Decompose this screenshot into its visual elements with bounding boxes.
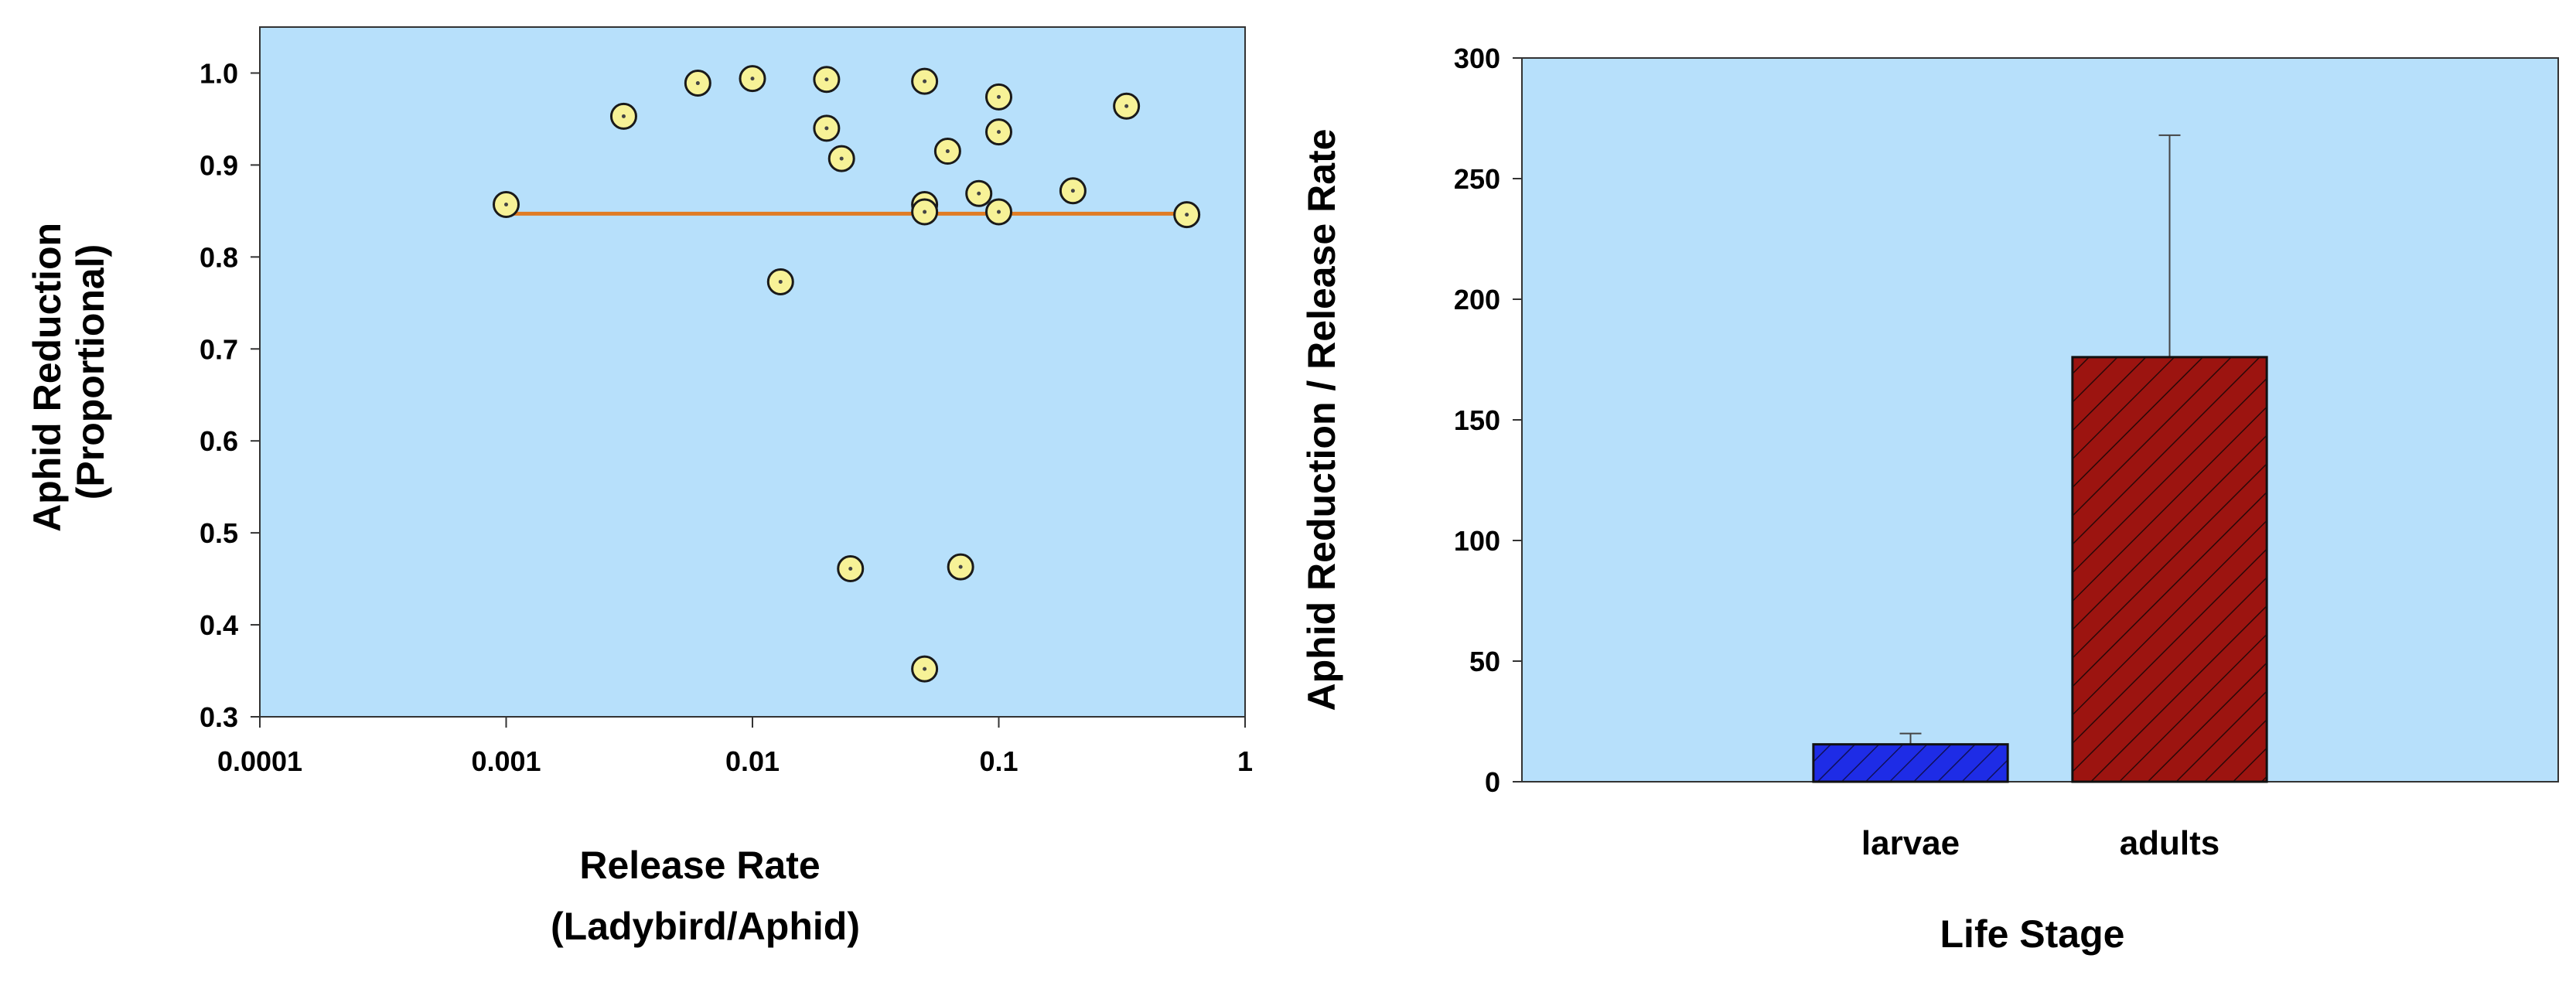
scatter-point-center (923, 210, 927, 214)
bar-y-axis-title: Aphid Reduction / Release Rate (1300, 129, 1343, 711)
bar-x-tick-label: larvae (1861, 824, 1960, 862)
scatter-point-center (824, 126, 829, 131)
bar-y-tick-label: 100 (1454, 525, 1500, 557)
scatter-x-ticks: 0.0001 0.001 0.01 0.1 1 (217, 717, 1253, 777)
scatter-point-center (778, 279, 783, 284)
scatter-point-center (945, 149, 950, 154)
scatter-x-axis-title-line2: (Ladybird/Aphid) (551, 905, 860, 948)
scatter-point-center (958, 564, 963, 569)
scatter-y-tick-label: 0.9 (200, 149, 238, 181)
bar-y-ticks: 0 50 100 150 200 250 300 (1454, 43, 1522, 798)
scatter-point (933, 138, 961, 165)
scatter-point-center (997, 94, 1001, 99)
bar-larvae (1812, 732, 2009, 783)
scatter-x-tick-label: 0.1 (979, 745, 1018, 777)
scatter-point (813, 66, 841, 94)
scatter-y-axis-title: Aphid Reduction (Proportional) (26, 212, 112, 532)
scatter-point (813, 114, 841, 142)
scatter-point (1173, 201, 1201, 229)
scatter-point-center (750, 77, 755, 81)
bar-x-tick-label: adults (2120, 824, 2220, 862)
bar-y-tick-label: 300 (1454, 43, 1500, 74)
scatter-y-tick-label: 0.5 (200, 517, 238, 549)
bar-bars (1812, 134, 2268, 783)
scatter-point (837, 555, 865, 583)
scatter-point-center (923, 667, 927, 671)
scatter-point-center (824, 77, 829, 82)
bar-x-ticks: larvae adults (1861, 824, 2219, 862)
scatter-point-center (1185, 213, 1189, 217)
scatter-y-tick-label: 0.8 (200, 241, 238, 273)
bar-rect (1812, 743, 2009, 783)
scatter-point (985, 83, 1012, 111)
scatter-point-center (1070, 189, 1075, 193)
scatter-point (1059, 177, 1087, 205)
bar-y-tick-label: 150 (1454, 404, 1500, 436)
bar-rect (2071, 356, 2268, 783)
bar-y-tick-label: 200 (1454, 284, 1500, 315)
bar-y-tick-label: 50 (1469, 646, 1500, 677)
scatter-point (911, 67, 939, 95)
scatter-x-tick-label: 0.01 (725, 745, 780, 777)
scatter-x-axis-title: Release Rate (Ladybird/Aphid) (551, 844, 860, 948)
scatter-point-center (839, 156, 844, 161)
bar-plot-area (1521, 57, 2559, 783)
scatter-point-center (848, 567, 853, 571)
scatter-point (965, 179, 993, 207)
scatter-point (985, 118, 1012, 146)
scatter-point (766, 268, 794, 295)
scatter-x-tick-label: 1 (1237, 745, 1253, 777)
scatter-plot-area (259, 26, 1246, 718)
scatter-x-axis-title-line1: Release Rate (579, 844, 820, 887)
scatter-point (911, 655, 939, 683)
bar-chart: 0 50 100 150 200 250 300 larvae adults Aphid Re… (1300, 43, 2559, 956)
scatter-point (911, 198, 939, 226)
scatter-y-tick-label: 1.0 (200, 57, 238, 89)
scatter-point-center (504, 203, 508, 207)
scatter-y-axis-title-line1: Aphid Reduction (26, 223, 69, 532)
bar-y-tick-label: 250 (1454, 163, 1500, 195)
bar-x-axis-title: Life Stage (1940, 912, 2125, 956)
scatter-point-center (997, 130, 1001, 135)
scatter-point-center (1124, 104, 1129, 108)
scatter-point (609, 102, 637, 130)
scatter-y-tick-label: 0.7 (200, 333, 238, 365)
scatter-point-center (923, 79, 927, 84)
scatter-point (947, 553, 974, 581)
scatter-y-tick-label: 0.6 (200, 425, 238, 457)
scatter-point-center (621, 114, 626, 118)
scatter-point (684, 70, 711, 97)
scatter-point-center (997, 210, 1001, 214)
scatter-point (739, 65, 766, 93)
scatter-point (827, 145, 855, 172)
scatter-point (985, 198, 1012, 226)
scatter-y-axis-title-line2: (Proportional) (69, 244, 112, 500)
scatter-chart: 0.3 0.4 0.5 0.6 0.7 0.8 0.9 1.0 0.0001 0.001 0.01… (26, 26, 1253, 948)
scatter-points (493, 65, 1201, 683)
scatter-point-center (695, 81, 700, 86)
bar-y-tick-label: 0 (1485, 766, 1500, 798)
scatter-point (1113, 92, 1141, 120)
scatter-point-center (977, 191, 981, 196)
bar-adults (2071, 134, 2268, 783)
scatter-point (493, 191, 520, 219)
scatter-y-ticks: 0.3 0.4 0.5 0.6 0.7 0.8 0.9 1.0 (200, 57, 260, 733)
scatter-y-tick-label: 0.4 (200, 609, 238, 641)
scatter-y-tick-label: 0.3 (200, 701, 238, 733)
scatter-x-tick-label: 0.0001 (217, 745, 302, 777)
scatter-x-tick-label: 0.001 (471, 745, 541, 777)
